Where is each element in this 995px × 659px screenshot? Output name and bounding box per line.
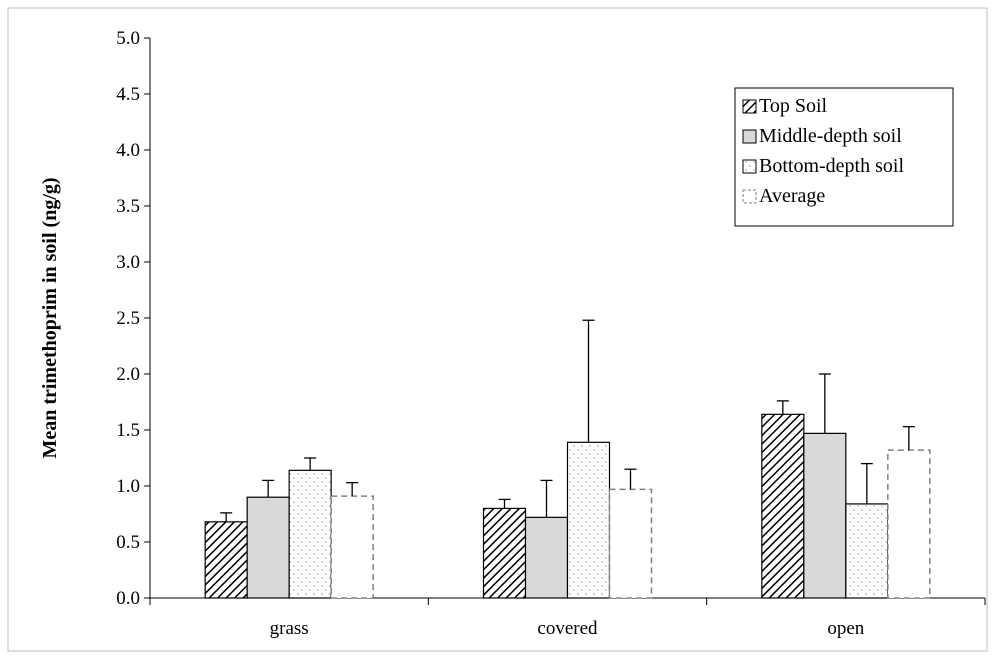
- legend-label: Bottom-depth soil: [759, 155, 904, 177]
- y-tick-label: 0.0: [116, 588, 140, 609]
- bar-bottom-depth-soil-grass: [288, 469, 332, 599]
- bar-top-soil-grass: [204, 521, 248, 599]
- bar-average-covered: [608, 488, 653, 599]
- x-category-label: open: [827, 618, 864, 639]
- chart-frame: [7, 7, 988, 652]
- bar-bottom-depth-soil-covered: [566, 441, 611, 599]
- y-tick-label: 5.0: [116, 28, 140, 49]
- bar-top-soil-covered: [482, 507, 527, 599]
- legend-label: Middle-depth soil: [759, 125, 902, 147]
- bars: [204, 319, 931, 599]
- bar-middle-depth-soil-covered: [524, 516, 569, 599]
- bar-average-open: [887, 449, 931, 599]
- legend-label: Top Soil: [759, 95, 828, 117]
- x-category-label: grass: [270, 618, 309, 639]
- legend-label: Average: [759, 185, 825, 207]
- y-axis: 0.0 0.5 1.0 1.5 2.0 2.5 3.0 3.5 4.0 4.5 5.0: [116, 28, 151, 609]
- bar-bottom-depth-soil-open: [845, 503, 889, 599]
- legend: Top Soil Middle-depth soil Bottom-depth so…: [734, 87, 954, 227]
- y-axis-title: Mean trimethoprim in soil (ng/g): [39, 177, 61, 458]
- x-axis: grass covered open: [149, 597, 986, 639]
- bar-middle-depth-soil-open: [803, 432, 847, 599]
- legend-swatch: [742, 99, 757, 114]
- y-tick-label: 3.5: [116, 196, 140, 217]
- y-tick-label: 3.0: [116, 252, 140, 273]
- y-tick-label: 0.5: [116, 532, 140, 553]
- y-tick-label: 4.5: [116, 84, 140, 105]
- legend-swatch: [742, 189, 757, 204]
- bar-middle-depth-soil-grass: [246, 496, 290, 599]
- legend-box: [734, 87, 954, 227]
- bar-top-soil-open: [761, 413, 805, 599]
- legend-swatch: [742, 159, 757, 174]
- bar-average-grass: [330, 495, 374, 599]
- y-tick-label: 2.0: [116, 364, 140, 385]
- y-tick-label: 1.0: [116, 476, 140, 497]
- legend-swatch: [742, 129, 757, 144]
- y-tick-label: 2.5: [116, 308, 140, 329]
- y-tick-label: 1.5: [116, 420, 140, 441]
- y-tick-label: 4.0: [116, 140, 140, 161]
- x-category-label: covered: [537, 618, 598, 639]
